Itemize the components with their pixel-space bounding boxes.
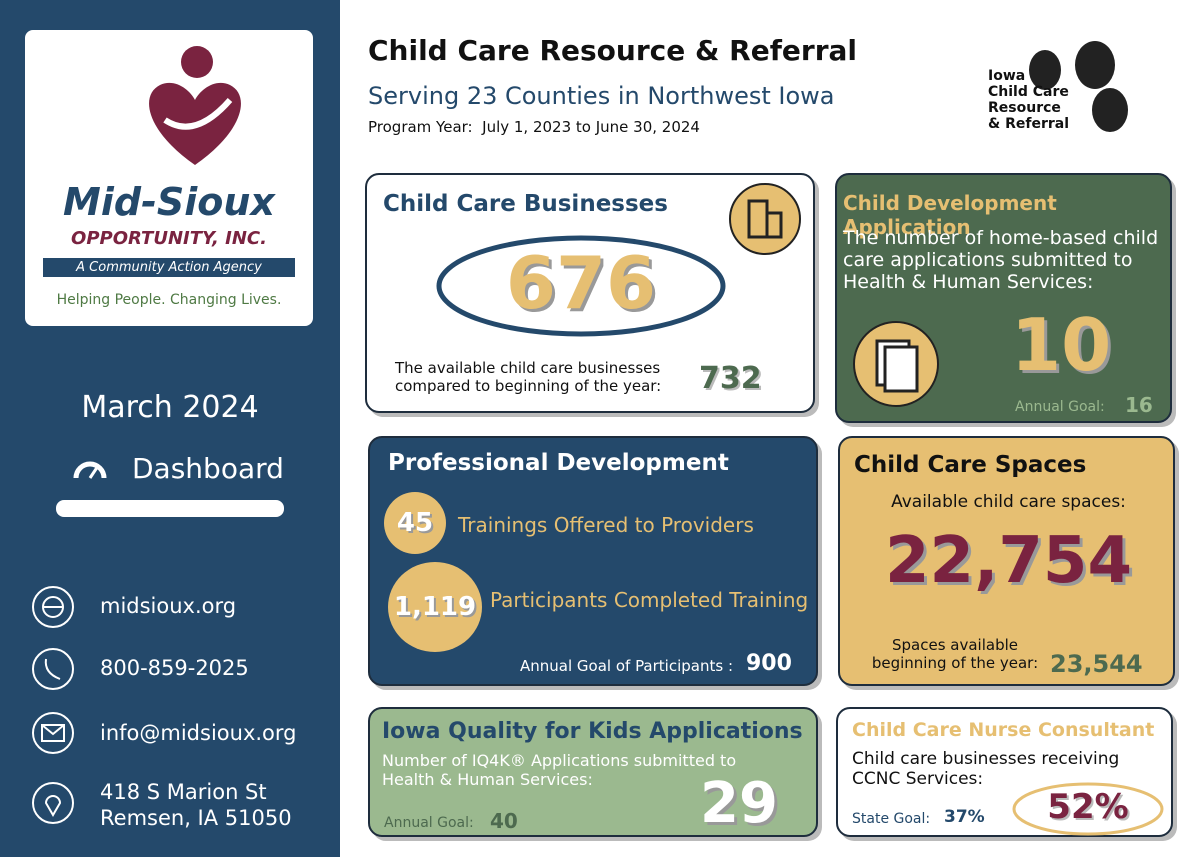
logo-tagline: A Community Action Agency xyxy=(43,258,295,277)
logo-slogan: Helping People. Changing Lives. xyxy=(56,292,282,308)
iq4k-goal: 40 xyxy=(490,809,518,833)
nurse-text: Child care businesses receiving CCNC Ser… xyxy=(852,749,1120,789)
logo-box: Mid-Sioux OPPORTUNITY, INC. A Community … xyxy=(25,30,313,326)
nurse-card: Child Care Nurse Consultant Child care b… xyxy=(836,707,1173,837)
partner-line: Resource xyxy=(988,100,1061,116)
partner-hands xyxy=(1029,41,1128,132)
participants-value: 1,119 xyxy=(393,592,477,622)
development-card: Child Development Application The number… xyxy=(835,173,1172,423)
businesses-baseline: 732 xyxy=(699,361,762,396)
address-line: Remsen, IA 51050 xyxy=(100,806,292,830)
trainings-value: 45 xyxy=(396,508,434,538)
highlight-ellipse xyxy=(436,235,726,337)
partner-line: & Referral xyxy=(988,116,1069,132)
spaces-baseline: 23,544 xyxy=(1050,650,1143,678)
header-title: Child Care Resource & Referral xyxy=(368,34,857,67)
participants-badge xyxy=(388,562,482,652)
spaces-baseline-label: Spaces available beginning of the year: xyxy=(871,636,1039,672)
card-title: Professional Development xyxy=(388,450,729,476)
dashboard: Dashboard xyxy=(132,452,284,485)
professional-goal: 900 xyxy=(746,651,792,676)
card-title: Child Care Businesses xyxy=(383,191,668,217)
iq4k-value: 29 xyxy=(700,771,778,836)
card-title: Iowa Quality for Kids Applications xyxy=(382,719,803,744)
trainings-label: Trainings Offered to Providers xyxy=(458,513,754,537)
logo-name: Mid-Sioux xyxy=(63,180,275,224)
highlight-ellipse xyxy=(1012,782,1164,836)
contact-icons xyxy=(32,586,74,824)
iq4k-text: Number of IQ4K® Applications submitted t… xyxy=(382,751,737,789)
email: info@midsioux.org xyxy=(100,721,297,745)
address-line: 418 S Marion St xyxy=(100,780,267,804)
logo-sub: OPPORTUNITY, INC. xyxy=(71,228,267,249)
partner-line: Child Care xyxy=(988,84,1069,100)
gauge-icon xyxy=(73,461,107,479)
partner-line: Iowa xyxy=(988,68,1026,84)
businesses-note: The available child care businesses comp… xyxy=(395,359,662,395)
professional-card: Professional Development 45 Trainings Of… xyxy=(368,436,818,686)
nurse-goal: 37% xyxy=(944,807,985,827)
documents-icon xyxy=(853,321,939,407)
goal-label: Annual Goal: xyxy=(1015,399,1105,415)
spaces-label: Available child care spaces: xyxy=(891,492,1126,512)
goal-label: Annual Goal: xyxy=(384,815,474,831)
building-icon xyxy=(729,183,801,255)
phone: 800-859-2025 xyxy=(100,656,249,680)
goal-label: State Goal: xyxy=(852,811,931,827)
card-title: Child Development Application xyxy=(843,191,1057,239)
partner-logo: Iowa Child Care Resource & Referral xyxy=(988,68,1069,132)
card-title: Child Care Spaces xyxy=(854,452,1087,478)
logo-heart xyxy=(149,46,241,165)
iq4k-card: Iowa Quality for Kids Applications Numbe… xyxy=(368,707,818,837)
participants-label: Participants Completed Training xyxy=(490,588,809,612)
goal-label: Annual Goal of Participants : xyxy=(520,657,733,675)
sidebar: Mid-Sioux OPPORTUNITY, INC. A Community … xyxy=(0,0,340,857)
month: March 2024 xyxy=(81,390,259,425)
trainings-badge xyxy=(384,492,446,554)
nurse-value: 52% xyxy=(1047,787,1129,827)
development-goal: 16 xyxy=(1125,393,1153,417)
businesses-value: 676 xyxy=(505,241,657,325)
website: midsioux.org xyxy=(100,594,237,618)
businesses-card: Child Care Businesses 676 The available … xyxy=(365,173,815,413)
program-year: Program Year: July 1, 2023 to June 30, 2… xyxy=(368,118,700,136)
card-title: Child Care Nurse Consultant xyxy=(852,719,1155,741)
development-text: The number of home-based child care appl… xyxy=(843,227,1159,293)
development-value: 10 xyxy=(1011,303,1112,387)
spaces-card: Child Care Spaces Available child care s… xyxy=(838,436,1175,686)
header-subtitle: Serving 23 Counties in Northwest Iowa xyxy=(368,82,835,110)
spaces-value: 22,754 xyxy=(885,524,1132,598)
divider-bar xyxy=(56,500,284,517)
